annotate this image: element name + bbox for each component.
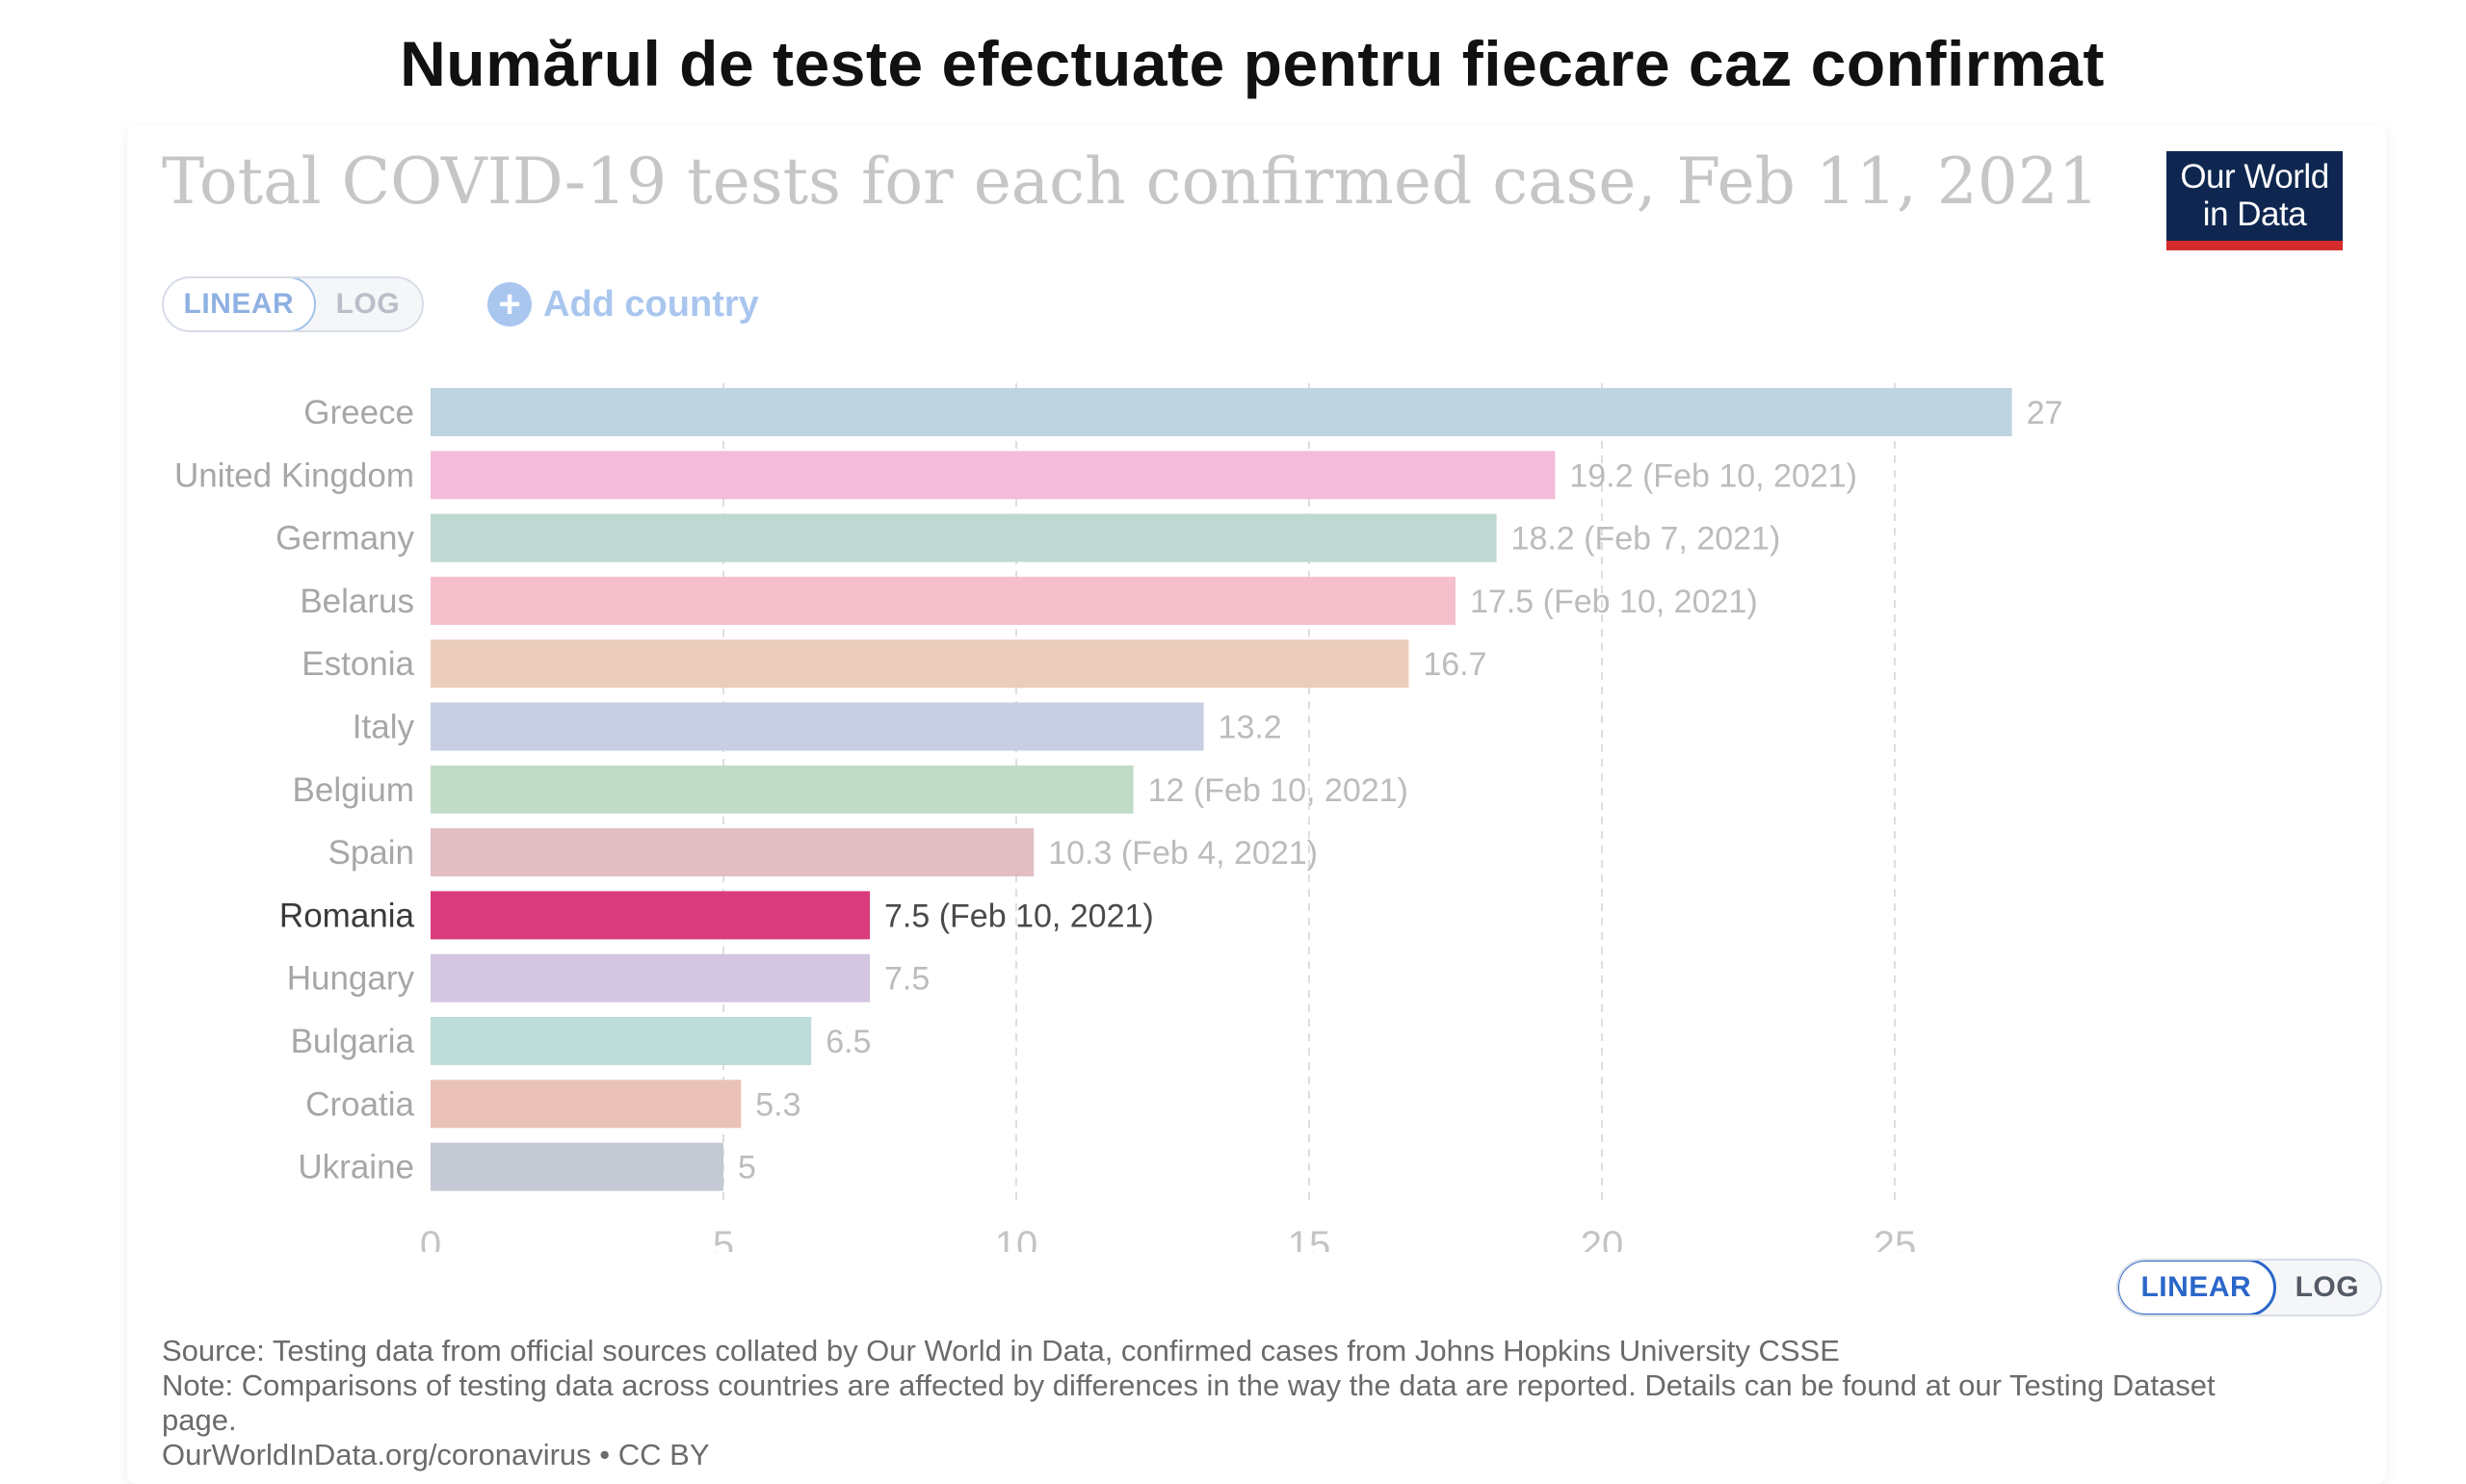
category-label-greece: Greece xyxy=(303,394,414,431)
value-label-united-kingdom: 19.2 (Feb 10, 2021) xyxy=(1569,457,1857,494)
bar-romania xyxy=(431,891,870,940)
category-label-ukraine: Ukraine xyxy=(298,1149,414,1186)
log-scale-button-top[interactable]: LOG xyxy=(335,288,401,320)
x-tick-label-15: 15 xyxy=(1288,1224,1331,1252)
category-label-germany: Germany xyxy=(275,520,414,558)
category-label-italy: Italy xyxy=(353,709,415,746)
logo-line-2: in Data xyxy=(2202,195,2307,233)
category-label-hungary: Hungary xyxy=(287,960,415,998)
bar-united-kingdom xyxy=(431,451,1556,500)
x-tick-label-20: 20 xyxy=(1581,1224,1624,1252)
category-label-bulgaria: Bulgaria xyxy=(291,1023,415,1060)
bar-croatia xyxy=(431,1080,742,1129)
linear-scale-button-top[interactable]: LINEAR xyxy=(164,278,316,330)
x-tick-label-10: 10 xyxy=(995,1224,1038,1252)
value-label-hungary: 7.5 xyxy=(884,961,930,998)
logo-line-1: Our World xyxy=(2180,158,2329,195)
scale-toggle-top: LINEAR LOG xyxy=(162,276,424,332)
value-label-bulgaria: 6.5 xyxy=(826,1024,871,1060)
bar-ukraine xyxy=(431,1142,723,1191)
category-label-belgium: Belgium xyxy=(293,771,414,809)
banner-title: Numărul de teste efectuate pentru fiecar… xyxy=(400,28,2105,99)
category-label-croatia: Croatia xyxy=(305,1085,414,1123)
bar-spain xyxy=(431,828,1035,877)
bar-germany xyxy=(431,513,1497,562)
plus-circle-icon: + xyxy=(487,282,532,326)
value-label-belgium: 12 (Feb 10, 2021) xyxy=(1148,772,1408,809)
value-label-croatia: 5.3 xyxy=(755,1086,800,1123)
footer-credit[interactable]: OurWorldInData.org/coronavirus • CC BY xyxy=(162,1438,710,1471)
value-label-spain: 10.3 (Feb 4, 2021) xyxy=(1048,835,1318,872)
category-label-estonia: Estonia xyxy=(302,645,414,683)
value-label-belarus: 17.5 (Feb 10, 2021) xyxy=(1470,584,1758,620)
log-scale-button-bottom[interactable]: LOG xyxy=(2295,1271,2360,1303)
x-tick-label-25: 25 xyxy=(1874,1224,1917,1252)
x-tick-label-5: 5 xyxy=(713,1224,734,1252)
value-label-ukraine: 5 xyxy=(738,1150,756,1186)
value-label-romania: 7.5 (Feb 10, 2021) xyxy=(884,898,1154,934)
footer-source: Source: Testing data from official sourc… xyxy=(162,1334,1840,1367)
category-label-romania: Romania xyxy=(279,897,415,934)
category-label-united-kingdom: United Kingdom xyxy=(174,456,414,494)
bar-italy xyxy=(431,702,1204,751)
chart-footer: Source: Testing data from official sourc… xyxy=(162,1334,2233,1472)
add-country-label: Add country xyxy=(543,283,759,325)
x-tick-label-0: 0 xyxy=(420,1224,441,1252)
scale-toggle-bottom: LINEAR LOG xyxy=(2116,1259,2382,1316)
bar-chart: Greece 27 United Kingdom 19.2 (Feb 10, 2021… xyxy=(174,383,2063,1252)
footer-note: Note: Comparisons of testing data across… xyxy=(162,1368,2216,1437)
bar-belgium xyxy=(431,765,1134,814)
bar-estonia xyxy=(431,639,1409,689)
chart-title: Total COVID-19 tests for each confirmed … xyxy=(162,144,2099,219)
bar-bulgaria xyxy=(431,1017,812,1065)
value-label-germany: 18.2 (Feb 7, 2021) xyxy=(1511,521,1781,558)
bar-belarus xyxy=(431,576,1456,625)
category-label-belarus: Belarus xyxy=(300,583,414,620)
bar-hungary xyxy=(431,953,870,1002)
bar-greece xyxy=(431,388,2012,436)
value-label-italy: 13.2 xyxy=(1219,710,1282,746)
value-label-greece: 27 xyxy=(2027,395,2063,431)
linear-scale-button-bottom[interactable]: LINEAR xyxy=(2118,1261,2276,1315)
value-label-estonia: 16.7 xyxy=(1423,646,1486,683)
add-country-button[interactable]: + Add country xyxy=(487,277,759,331)
owid-logo[interactable]: Our World in Data xyxy=(2166,151,2343,250)
category-label-spain: Spain xyxy=(328,834,414,872)
